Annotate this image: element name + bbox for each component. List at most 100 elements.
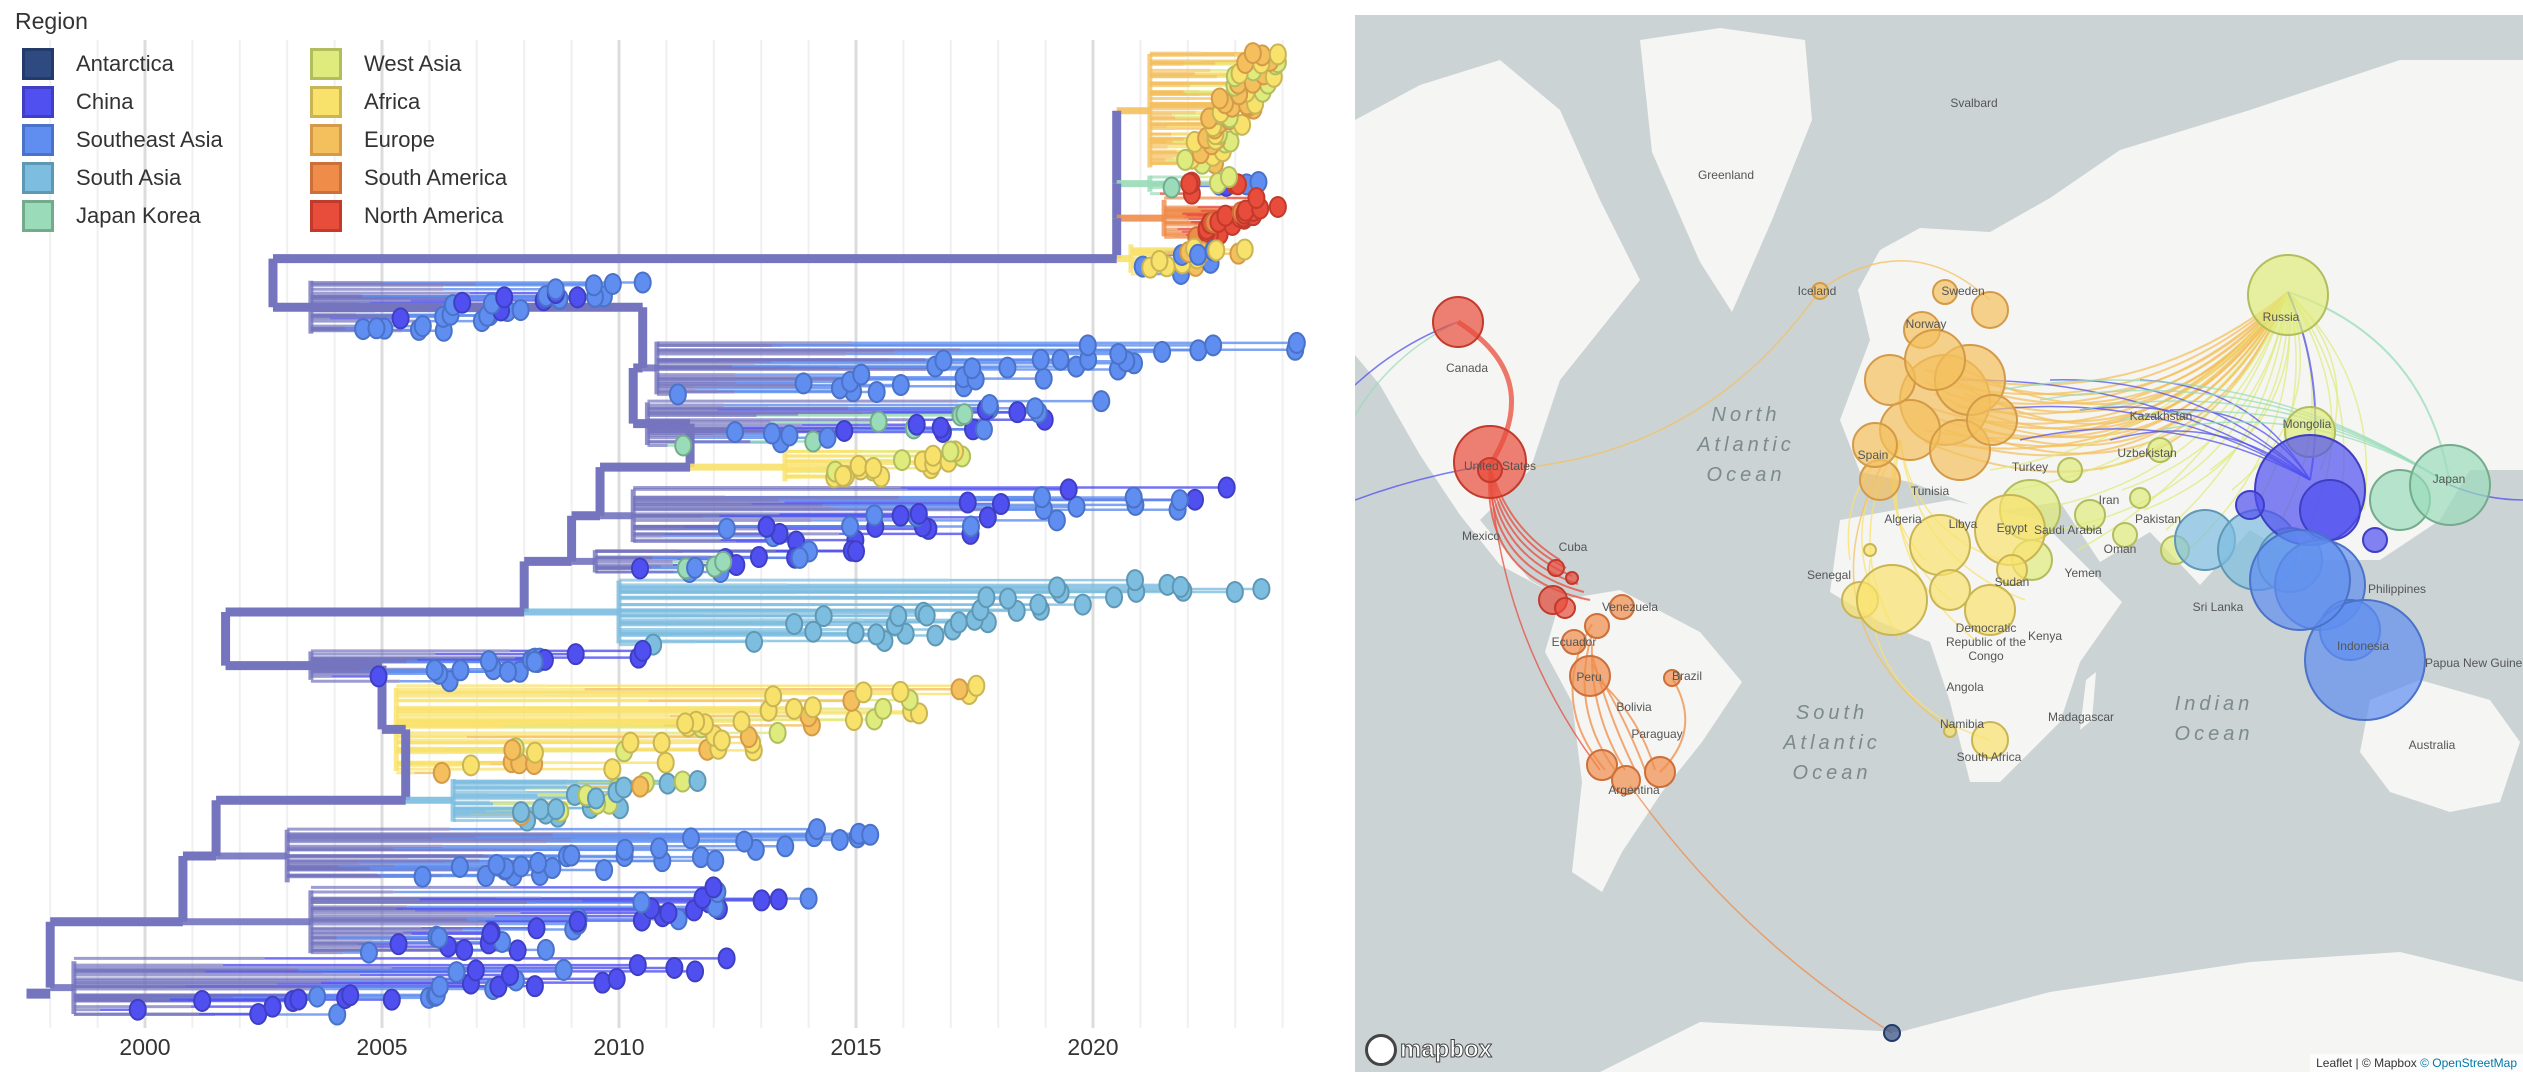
- transmission-arc: [1629, 784, 1893, 1034]
- tip-node: [776, 835, 795, 858]
- tip-node: [512, 801, 531, 824]
- location-node: [1611, 765, 1641, 795]
- transmission-arc: [1489, 289, 1821, 471]
- tip-node: [926, 624, 945, 647]
- tip-node: [814, 605, 833, 628]
- tip-node: [568, 286, 587, 309]
- tip-node: [1008, 401, 1027, 424]
- map-label-kazakhstan: Kazakhstan: [2129, 409, 2193, 423]
- transmission-arc: [1954, 291, 2289, 405]
- tip-node: [466, 959, 485, 982]
- map-label-sudan: Sudan: [1994, 575, 2030, 589]
- tip-node: [614, 776, 633, 799]
- tip-node: [652, 731, 671, 754]
- map-label-sweden: Sweden: [1941, 284, 1985, 298]
- legend-item-west-asia[interactable]: West Asia: [310, 48, 461, 80]
- tip-node: [830, 828, 849, 851]
- tip-node: [659, 901, 678, 924]
- map-label-russia: Russia: [2262, 310, 2300, 324]
- location-node: [2147, 437, 2173, 463]
- map-label-mexico: Mexico: [1461, 529, 1501, 543]
- tip-node: [512, 855, 531, 878]
- tip-node: [849, 454, 868, 477]
- map-label-madagascar: Madagascar: [2047, 710, 2115, 724]
- tip-node: [1150, 249, 1169, 272]
- legend-item-north-america[interactable]: North America: [310, 200, 503, 232]
- tip-node: [891, 374, 910, 397]
- map-label-senegal: Senegal: [1806, 568, 1852, 582]
- tip-node: [487, 853, 506, 876]
- tip-node: [650, 837, 669, 860]
- tip-node: [1031, 348, 1050, 371]
- tip-node: [967, 674, 986, 697]
- map-label-paraguay: Paraguay: [1631, 727, 1683, 741]
- tip-node: [562, 844, 581, 867]
- tip-node: [413, 315, 432, 338]
- tip-node: [861, 823, 880, 846]
- tip-node: [1207, 239, 1226, 262]
- tip-node: [909, 502, 928, 525]
- tip-node: [907, 413, 926, 436]
- tip-node: [603, 272, 622, 295]
- tip-node: [525, 975, 544, 998]
- legend-item-antarctica[interactable]: Antarctica: [22, 48, 174, 80]
- legend-item-south-america[interactable]: South America: [310, 162, 507, 194]
- legend-title: Region: [15, 8, 88, 34]
- tips: [128, 42, 1306, 1026]
- legend-item-southeast-asia[interactable]: Southeast Asia: [22, 124, 223, 156]
- madagascar-land: [2080, 672, 2096, 730]
- legend-item-south-asia[interactable]: South Asia: [22, 162, 181, 194]
- tip-node: [633, 271, 652, 294]
- x-tick-label: 2005: [356, 1034, 408, 1060]
- legend-label: South America: [364, 165, 508, 190]
- tip-node: [706, 849, 725, 872]
- location-node: [2304, 599, 2426, 721]
- legend-item-china[interactable]: China: [22, 86, 133, 118]
- map-label-spain: Spain: [1857, 448, 1889, 462]
- tip-node: [1092, 390, 1111, 413]
- x-tick-label: 2010: [593, 1034, 645, 1060]
- map-canvas[interactable]: [1355, 15, 2523, 1072]
- tip-node: [717, 947, 736, 970]
- legend-item-africa[interactable]: Africa: [310, 86, 420, 118]
- tip-node: [413, 865, 432, 888]
- map-label-libya: Libya: [1948, 517, 1978, 531]
- north-america-land: [1355, 60, 1640, 600]
- mapbox-logo[interactable]: mapbox: [1365, 1034, 1493, 1066]
- legend-swatch: [310, 162, 342, 194]
- map-label-pakistan: Pakistan: [2134, 512, 2182, 526]
- tip-node: [658, 772, 677, 795]
- tip-node: [804, 620, 823, 643]
- map-label-venezuela: Venezuela: [1601, 600, 1659, 614]
- tip-node: [691, 846, 710, 869]
- location-node: [1964, 584, 2016, 636]
- tip-node: [869, 410, 888, 433]
- location-node: [2129, 487, 2151, 509]
- tip-node: [841, 515, 860, 538]
- tip-node: [864, 457, 883, 480]
- tip-node: [735, 830, 754, 853]
- tip-node: [931, 416, 950, 439]
- tip-node: [1180, 172, 1199, 195]
- tip-node: [1225, 580, 1244, 603]
- legend-item-japan-korea[interactable]: Japan Korea: [22, 200, 201, 232]
- attribution-osm-link[interactable]: © OpenStreetMap: [2420, 1056, 2517, 1070]
- tip-node: [974, 418, 993, 441]
- tip-node: [804, 430, 823, 453]
- map-label-kenya: Kenya: [2027, 629, 2063, 643]
- transmission-arc: [2033, 291, 2289, 511]
- location-node: [1932, 279, 1958, 305]
- location-node: [1609, 594, 1635, 620]
- transmission-map[interactable]: Svalbard Greenland Iceland Sweden Norway Russ…: [1355, 15, 2523, 1072]
- map-attribution: Leaflet | © Mapbox © OpenStreetMap: [2310, 1054, 2523, 1072]
- legend-item-europe[interactable]: Europe: [310, 124, 435, 156]
- map-label-oman: Oman: [2103, 542, 2137, 556]
- ocean-label: Indian Ocean: [2174, 693, 2254, 745]
- map-label-sri-lanka: Sri Lanka: [2192, 600, 2244, 614]
- location-node: [1971, 721, 2009, 759]
- legend-swatch: [22, 200, 54, 232]
- phylogenetic-tree-panel: Region Antarctica China Southeast Asia Sout…: [15, 8, 1306, 1060]
- legend-label: Japan Korea: [76, 203, 201, 228]
- tip-node: [631, 557, 650, 580]
- tip-node: [430, 975, 449, 998]
